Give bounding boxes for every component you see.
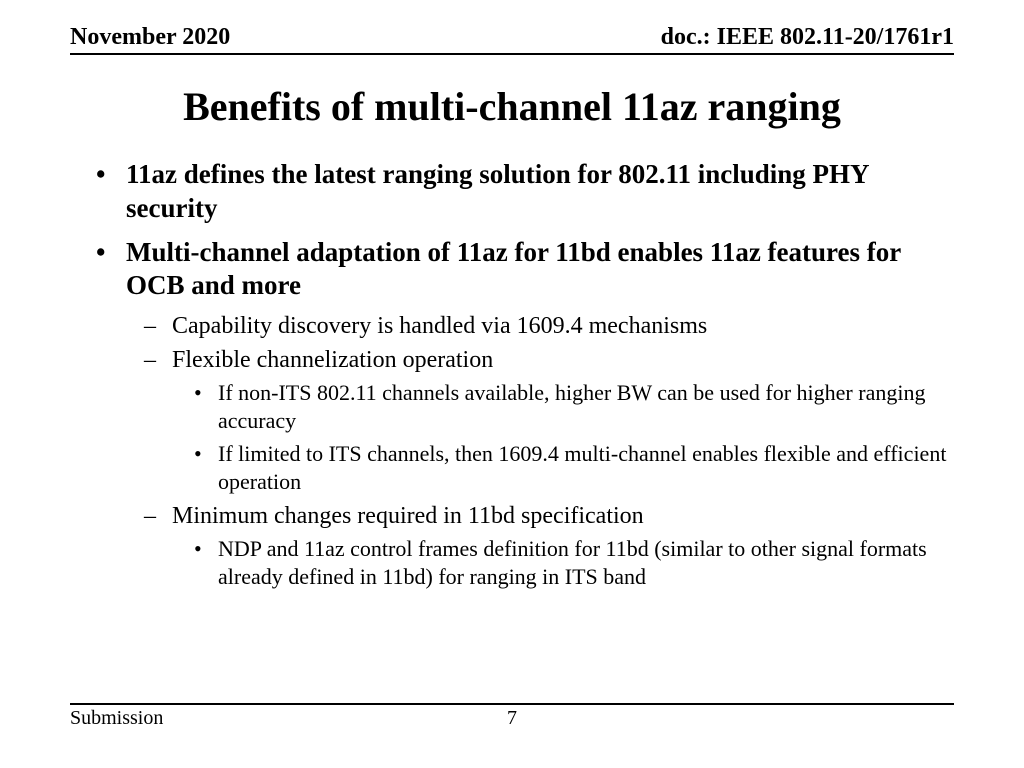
bullet-level1: Multi-channel adaptation of 11az for 11b…	[90, 236, 954, 591]
slide-header: November 2020 doc.: IEEE 802.11-20/1761r…	[70, 24, 954, 55]
bullet-level3: If limited to ITS channels, then 1609.4 …	[188, 440, 954, 495]
slide-title: Benefits of multi-channel 11az ranging	[70, 83, 954, 130]
slide-footer: Submission 7	[70, 703, 954, 730]
bullet-text: NDP and 11az control frames definition f…	[218, 536, 927, 589]
header-doc-id: doc.: IEEE 802.11-20/1761r1	[661, 24, 954, 51]
footer-spacer	[659, 707, 954, 730]
footer-page-number: 7	[365, 707, 660, 730]
bullet-text: Capability discovery is handled via 1609…	[172, 313, 707, 339]
bullet-text: Multi-channel adaptation of 11az for 11b…	[126, 237, 901, 301]
bullet-level2: Capability discovery is handled via 1609…	[138, 311, 954, 341]
bullet-text: 11az defines the latest ranging solution…	[126, 159, 869, 223]
footer-label: Submission	[70, 707, 365, 730]
bullet-text: Minimum changes required in 11bd specifi…	[172, 503, 644, 529]
bullet-level2: Flexible channelization operation If non…	[138, 345, 954, 495]
bullet-level2: Minimum changes required in 11bd specifi…	[138, 501, 954, 590]
bullet-text: If non-ITS 802.11 channels available, hi…	[218, 380, 925, 433]
bullet-text: If limited to ITS channels, then 1609.4 …	[218, 441, 946, 494]
bullet-text: Flexible channelization operation	[172, 347, 493, 373]
slide-body: 11az defines the latest ranging solution…	[70, 158, 954, 590]
header-date: November 2020	[70, 24, 230, 51]
bullet-level1: 11az defines the latest ranging solution…	[90, 158, 954, 226]
bullet-level3: NDP and 11az control frames definition f…	[188, 535, 954, 590]
slide-page: November 2020 doc.: IEEE 802.11-20/1761r…	[0, 0, 1024, 768]
bullet-level3: If non-ITS 802.11 channels available, hi…	[188, 379, 954, 434]
